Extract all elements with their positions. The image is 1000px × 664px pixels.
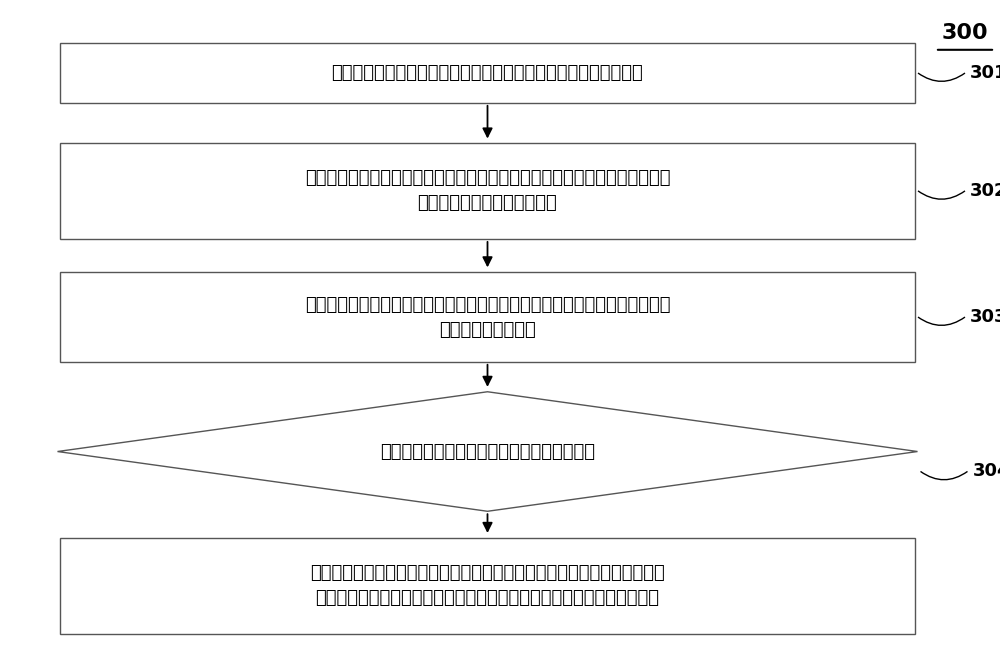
Text: 303: 303 [970, 308, 1000, 326]
Text: 301: 301 [970, 64, 1000, 82]
Bar [60, 538, 915, 634]
Text: 300: 300 [942, 23, 988, 43]
Bar [60, 143, 915, 239]
Text: 302: 302 [970, 182, 1000, 200]
Text: 根据上述问题数据中心的历史带宽信息中各个云服务所占用的带宽值，从占
用带宽值最大的云服务开始，调整与云服务相关联的各个数据中心的流量: 根据上述问题数据中心的历史带宽信息中各个云服务所占用的带宽值，从占 用带宽值最大… [310, 564, 665, 608]
Polygon shape [57, 392, 918, 511]
Text: 根据上述历史带宽信息，预测各个数据中心在未来预定时间段的带宽值，得到
各个数据中心的预测带宽信息: 根据上述历史带宽信息，预测各个数据中心在未来预定时间段的带宽值，得到 各个数据中… [305, 169, 670, 212]
Bar [60, 272, 915, 362]
Text: 根据各个数据中心的历史带宽信息和预测带宽信息，确定各个数据中心是否将
会产生新的带宽峰值: 根据各个数据中心的历史带宽信息和预测带宽信息，确定各个数据中心是否将 会产生新的… [305, 295, 670, 339]
Bar [60, 43, 915, 103]
Text: 获取预存的至少两个数据中心中的每一个数据中心的历史带宽信息: 获取预存的至少两个数据中心中的每一个数据中心的历史带宽信息 [332, 64, 643, 82]
Text: 304: 304 [972, 462, 1000, 481]
Text: 存在将会产生新的带宽峰值的问题数据中心？: 存在将会产生新的带宽峰值的问题数据中心？ [380, 442, 595, 461]
